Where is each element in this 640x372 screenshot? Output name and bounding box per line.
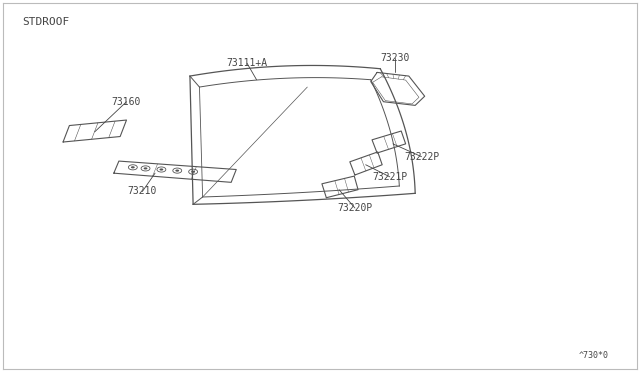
Circle shape: [175, 170, 179, 172]
Text: ^730*0: ^730*0: [579, 351, 609, 360]
Text: 73111+A: 73111+A: [227, 58, 268, 68]
Text: 73230: 73230: [380, 54, 410, 64]
Text: 73221P: 73221P: [372, 172, 408, 182]
Text: 73160: 73160: [112, 97, 141, 107]
Text: 73220P: 73220P: [337, 203, 372, 213]
Circle shape: [131, 166, 135, 169]
Text: STDROOF: STDROOF: [22, 17, 69, 28]
Circle shape: [191, 171, 195, 173]
Text: 73222P: 73222P: [404, 152, 439, 162]
Circle shape: [159, 169, 163, 171]
Circle shape: [143, 167, 147, 170]
Text: 73210: 73210: [127, 186, 157, 196]
